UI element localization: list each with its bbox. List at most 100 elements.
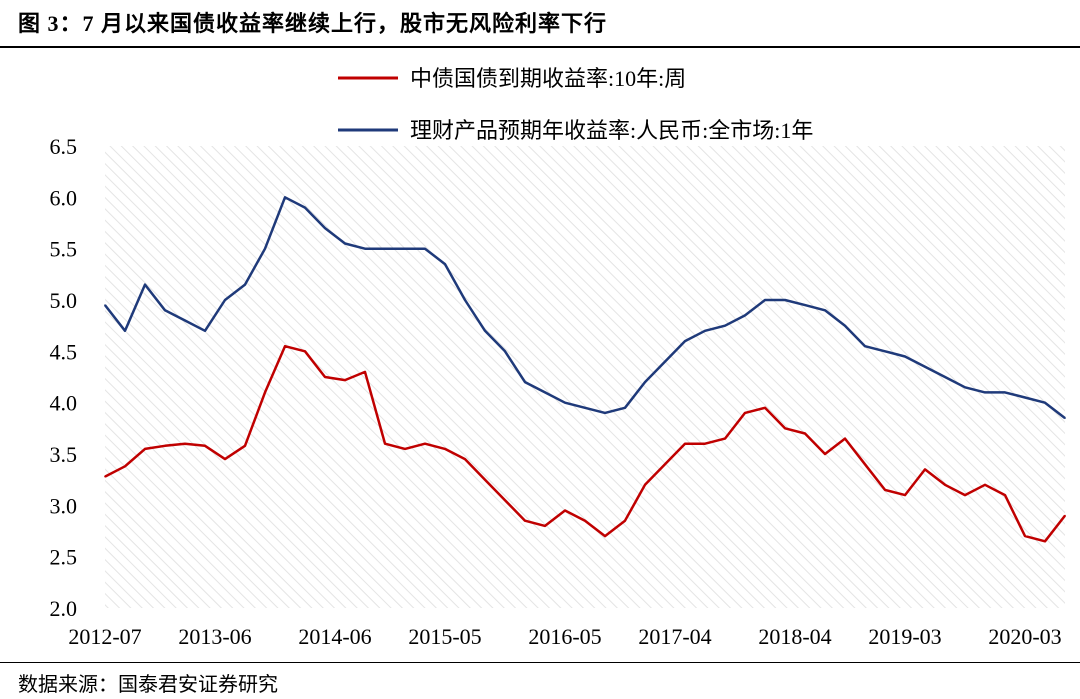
x-tick-label: 2019-03 — [868, 624, 941, 649]
data-point — [684, 442, 686, 445]
data-point — [444, 263, 446, 265]
x-tick-label: 2016-05 — [528, 624, 601, 649]
data-point — [844, 437, 846, 440]
x-tick-label: 2014-06 — [298, 624, 371, 649]
data-point — [764, 299, 766, 301]
data-point — [744, 314, 746, 317]
legend-label: 理财产品预期年收益率:人民币:全市场:1年 — [410, 118, 813, 143]
data-point — [1004, 391, 1006, 394]
data-point — [984, 484, 986, 486]
data-point — [964, 386, 966, 389]
y-tick-label: 4.5 — [50, 339, 78, 364]
data-point — [904, 355, 906, 358]
data-point — [824, 309, 826, 312]
data-point — [324, 376, 326, 378]
y-tick-label: 5.5 — [50, 237, 78, 262]
data-point — [664, 360, 666, 363]
data-point — [364, 371, 366, 373]
data-point — [1024, 396, 1026, 399]
data-point — [764, 407, 766, 409]
source-note: 数据来源：国泰君安证券研究 — [18, 674, 278, 696]
data-point — [744, 412, 746, 414]
data-point — [164, 309, 166, 312]
x-tick-label: 2015-05 — [408, 624, 481, 649]
data-point — [164, 445, 166, 447]
data-point — [924, 365, 926, 368]
data-point — [404, 247, 406, 250]
data-point — [504, 350, 506, 353]
data-point — [684, 340, 686, 342]
title-divider — [0, 46, 1080, 48]
data-point — [464, 299, 466, 301]
data-point — [424, 247, 426, 250]
data-point — [484, 478, 486, 481]
x-tick-label: 2012-07 — [68, 624, 141, 649]
data-point — [184, 442, 186, 445]
data-point — [524, 381, 526, 383]
data-point — [524, 519, 526, 522]
data-point — [724, 437, 726, 440]
data-point — [284, 196, 286, 199]
data-point — [464, 458, 466, 460]
y-tick-label: 2.0 — [50, 596, 78, 621]
x-tick-label: 2020-03 — [988, 624, 1061, 649]
data-point — [1024, 535, 1026, 537]
data-point — [224, 458, 226, 460]
data-point — [884, 350, 886, 353]
data-point — [1064, 417, 1066, 419]
data-point — [244, 283, 246, 286]
data-point — [104, 304, 106, 306]
data-point — [204, 445, 206, 447]
data-point — [304, 350, 306, 353]
y-tick-label: 4.0 — [50, 391, 78, 416]
data-point — [944, 376, 946, 378]
data-point — [544, 391, 546, 394]
data-point — [784, 427, 786, 430]
x-tick-label: 2013-06 — [178, 624, 251, 649]
x-axis: 2012-07 2013-06 2014-06 2015-05 2016-05 2017-… — [68, 624, 1061, 649]
data-point — [584, 519, 586, 522]
data-point — [484, 330, 486, 332]
data-point — [124, 330, 126, 332]
data-point — [264, 247, 266, 250]
data-point — [564, 401, 566, 404]
data-point — [284, 345, 286, 348]
data-point — [544, 525, 546, 527]
data-point — [444, 448, 446, 450]
data-point — [344, 379, 346, 381]
x-tick-label: 2017-04 — [638, 624, 711, 649]
y-tick-label: 3.0 — [50, 493, 78, 518]
data-point — [1004, 494, 1006, 496]
data-point — [704, 442, 706, 445]
data-point — [344, 242, 346, 245]
data-point — [664, 463, 666, 466]
data-point — [364, 247, 366, 250]
data-point — [564, 509, 566, 512]
data-point — [624, 519, 626, 522]
data-point — [1044, 540, 1046, 543]
data-point — [184, 319, 186, 322]
data-point — [984, 391, 986, 394]
data-point — [304, 206, 306, 209]
data-point — [844, 324, 846, 327]
data-point — [824, 453, 826, 455]
data-point — [424, 442, 426, 445]
y-tick-label: 6.5 — [50, 134, 78, 159]
data-point — [864, 463, 866, 466]
data-point — [644, 381, 646, 383]
data-point — [724, 324, 726, 327]
data-point — [624, 407, 626, 409]
data-point — [384, 442, 386, 445]
data-point — [904, 494, 906, 496]
data-point — [1044, 401, 1046, 404]
data-point — [644, 484, 646, 486]
data-point — [144, 283, 146, 286]
data-point — [1064, 514, 1066, 517]
legend-label: 中债国债到期收益率:10年:周 — [410, 66, 686, 91]
source-divider — [0, 662, 1080, 663]
data-point — [584, 407, 586, 409]
y-tick-label: 5.0 — [50, 288, 78, 313]
data-point — [124, 465, 126, 468]
series-group — [104, 196, 1066, 543]
